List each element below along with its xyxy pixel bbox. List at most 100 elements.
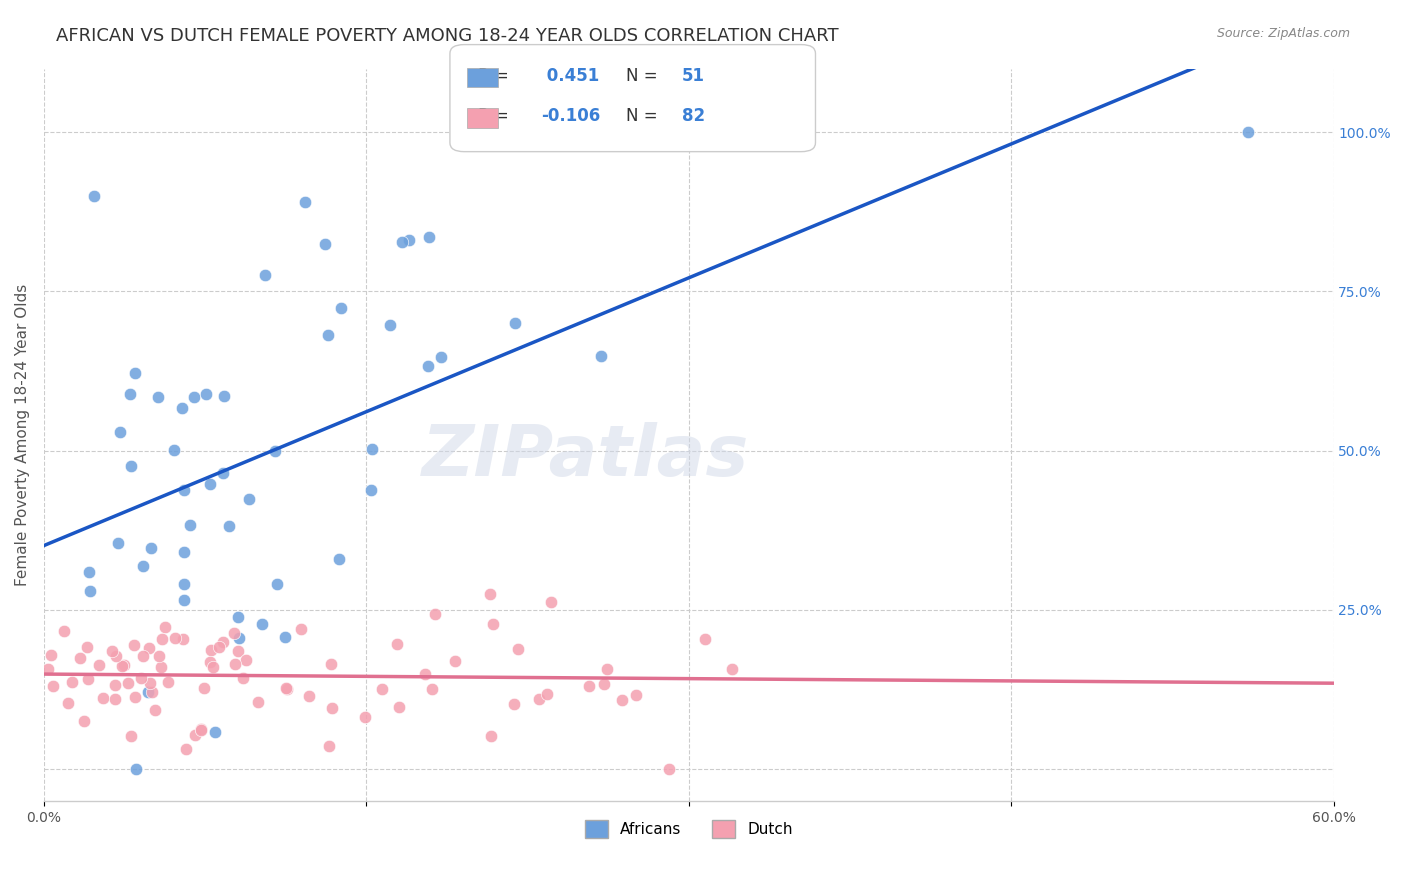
Point — [378, 318, 401, 333]
Point — [232, 671, 254, 685]
Point — [132, 649, 155, 664]
Point — [204, 725, 226, 739]
Point — [413, 666, 436, 681]
Point — [195, 387, 218, 401]
Point — [235, 653, 257, 667]
Point — [330, 301, 353, 315]
Point — [172, 401, 194, 416]
Point — [578, 679, 600, 693]
Text: ZIPatlas: ZIPatlas — [422, 422, 749, 491]
Point — [224, 657, 246, 671]
Text: N =: N = — [626, 107, 662, 125]
Point — [172, 632, 194, 647]
Point — [110, 659, 132, 673]
Point — [155, 620, 177, 634]
Point — [77, 565, 100, 579]
Point — [124, 366, 146, 380]
Point — [276, 681, 298, 695]
Point — [536, 687, 558, 701]
Point — [246, 695, 269, 709]
Point — [695, 632, 717, 647]
Point — [193, 681, 215, 696]
Point — [420, 681, 443, 696]
Point — [200, 477, 222, 491]
Point — [319, 657, 342, 671]
Point — [224, 626, 246, 640]
Point — [321, 701, 343, 715]
Point — [163, 442, 186, 457]
Point — [276, 682, 298, 697]
Point — [354, 710, 377, 724]
Point — [479, 587, 502, 601]
Point — [104, 648, 127, 663]
Point — [89, 657, 111, 672]
Point — [423, 607, 446, 622]
Point — [318, 739, 340, 754]
Point — [173, 483, 195, 497]
Point — [56, 697, 79, 711]
Text: N =: N = — [626, 67, 662, 85]
Point — [589, 349, 612, 363]
Point — [212, 389, 235, 403]
Point — [658, 762, 681, 776]
Point — [418, 229, 440, 244]
Point — [83, 189, 105, 203]
Point — [173, 593, 195, 607]
Point — [388, 699, 411, 714]
Point — [136, 685, 159, 699]
Point — [79, 584, 101, 599]
Point — [129, 671, 152, 685]
Point — [443, 654, 465, 668]
Point — [529, 691, 551, 706]
Text: -0.106: -0.106 — [541, 107, 600, 125]
Point — [328, 552, 350, 566]
Point — [207, 640, 229, 655]
Point — [198, 655, 221, 669]
Point — [540, 595, 562, 609]
Point — [77, 672, 100, 686]
Point — [226, 610, 249, 624]
Point — [201, 660, 224, 674]
Text: R =: R = — [478, 107, 515, 125]
Point — [165, 631, 187, 645]
Point — [200, 643, 222, 657]
Point — [60, 675, 83, 690]
Text: 0.451: 0.451 — [541, 67, 599, 85]
Text: 82: 82 — [682, 107, 704, 125]
Point — [503, 316, 526, 330]
Point — [149, 660, 172, 674]
Point — [125, 762, 148, 776]
Text: 51: 51 — [682, 67, 704, 85]
Point — [481, 616, 503, 631]
Point — [290, 622, 312, 636]
Point — [1236, 125, 1258, 139]
Point — [263, 444, 285, 458]
Point — [218, 519, 240, 533]
Point — [593, 677, 616, 691]
Point — [150, 632, 173, 646]
Point — [721, 662, 744, 676]
Point — [138, 640, 160, 655]
Text: Source: ZipAtlas.com: Source: ZipAtlas.com — [1216, 27, 1350, 40]
Point — [506, 642, 529, 657]
Point — [156, 674, 179, 689]
Point — [110, 425, 132, 439]
Point — [226, 644, 249, 658]
Point — [122, 638, 145, 652]
Point — [250, 617, 273, 632]
Point — [211, 466, 233, 480]
Point — [91, 691, 114, 706]
Point — [104, 678, 127, 692]
Point — [139, 676, 162, 690]
Point — [294, 195, 316, 210]
Point — [610, 692, 633, 706]
Point — [190, 722, 212, 736]
Point — [595, 662, 617, 676]
Y-axis label: Female Poverty Among 18-24 Year Olds: Female Poverty Among 18-24 Year Olds — [15, 284, 30, 586]
Point — [430, 350, 453, 364]
Point — [120, 729, 142, 743]
Point — [238, 491, 260, 506]
Point — [398, 233, 420, 247]
Point — [173, 577, 195, 591]
Point — [76, 640, 98, 654]
